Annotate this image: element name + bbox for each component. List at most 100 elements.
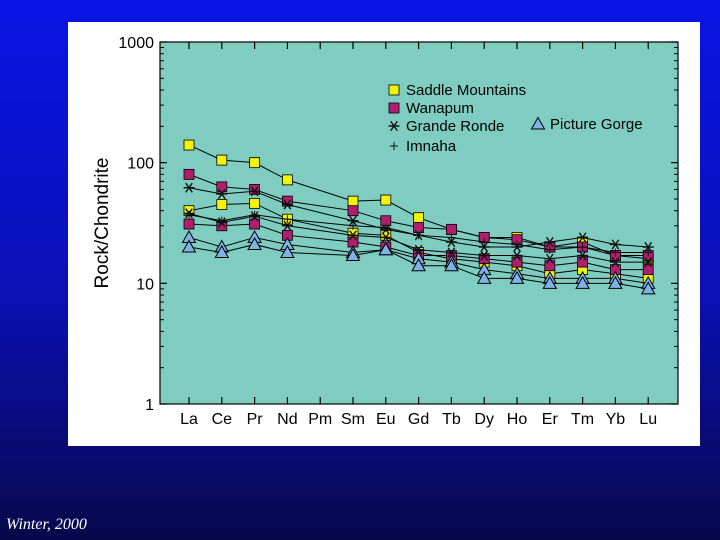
square-marker bbox=[380, 194, 392, 206]
triangle-marker bbox=[509, 270, 525, 284]
asterisk-stroke bbox=[447, 236, 456, 248]
square-marker bbox=[249, 184, 261, 195]
asterisk-stroke bbox=[217, 188, 226, 200]
square-marker bbox=[281, 195, 293, 207]
data-point bbox=[608, 275, 623, 289]
data-point bbox=[577, 232, 589, 243]
y-tick-label: 1 bbox=[145, 397, 154, 414]
data-point bbox=[509, 270, 525, 284]
ree-chart: 1 10 100 1000 Rock/Chondrite La Ce Pr Nd Pm Sm Eu Gd… bbox=[92, 35, 679, 428]
data-point bbox=[444, 258, 459, 272]
asterisk-stroke bbox=[644, 241, 653, 253]
data-point bbox=[642, 264, 654, 275]
triangle-marker bbox=[575, 275, 590, 289]
data-point bbox=[185, 210, 193, 219]
data-point bbox=[380, 194, 392, 206]
legend-marker bbox=[388, 120, 400, 132]
triangle-marker bbox=[214, 245, 230, 259]
x-tick-label: Eu bbox=[376, 411, 396, 428]
square-marker bbox=[281, 174, 293, 186]
triangle-marker bbox=[542, 275, 558, 289]
data-point bbox=[445, 236, 457, 248]
data-point bbox=[347, 215, 359, 226]
x-tick-label: Tm bbox=[571, 411, 594, 428]
series-grande_ronde bbox=[183, 208, 654, 268]
data-point bbox=[513, 240, 521, 249]
x-tick-label: Lu bbox=[639, 411, 657, 428]
square-marker bbox=[511, 256, 523, 268]
chart-panel: 1 10 100 1000 Rock/Chondrite La Ce Pr Nd Pm Sm Eu Gd… bbox=[68, 22, 700, 446]
asterisk-stroke bbox=[349, 215, 357, 226]
series-grande_ronde bbox=[183, 182, 654, 253]
series-picture_gorge bbox=[181, 236, 656, 295]
square-marker bbox=[347, 205, 359, 217]
data-point bbox=[542, 275, 558, 289]
data-point bbox=[578, 243, 587, 252]
data-point bbox=[183, 218, 195, 230]
triangle-marker bbox=[476, 270, 492, 284]
asterisk-stroke bbox=[578, 250, 587, 261]
asterisk-stroke bbox=[185, 182, 193, 193]
data-point bbox=[577, 256, 589, 268]
data-point bbox=[642, 241, 654, 253]
data-point bbox=[445, 223, 457, 235]
square-marker bbox=[183, 218, 195, 230]
data-point bbox=[480, 238, 489, 247]
square-marker bbox=[413, 212, 425, 224]
square-marker bbox=[577, 256, 589, 268]
square-marker bbox=[216, 181, 228, 193]
asterisk-stroke bbox=[390, 120, 398, 132]
data-point bbox=[380, 232, 392, 243]
legend-item: Wanapum bbox=[388, 100, 474, 117]
x-tick-label: Er bbox=[542, 411, 559, 428]
square-marker bbox=[216, 154, 228, 166]
series-line bbox=[188, 144, 649, 260]
credit-caption: Winter, 2000 bbox=[6, 516, 87, 533]
data-point bbox=[414, 231, 423, 240]
data-point bbox=[183, 139, 195, 151]
data-point bbox=[281, 195, 293, 207]
asterisk-stroke bbox=[545, 253, 554, 264]
data-point bbox=[413, 244, 425, 255]
data-point bbox=[545, 245, 554, 254]
data-point bbox=[250, 210, 259, 219]
asterisk-stroke bbox=[644, 257, 653, 268]
y-tick-label: 1000 bbox=[118, 35, 154, 52]
data-point bbox=[577, 250, 589, 261]
triangle-marker bbox=[378, 242, 394, 256]
asterisk-stroke bbox=[480, 250, 489, 261]
data-point bbox=[347, 205, 359, 217]
data-point bbox=[511, 250, 523, 261]
x-tick-label: Ho bbox=[507, 411, 528, 428]
data-point bbox=[281, 174, 293, 186]
data-point bbox=[611, 248, 620, 257]
series-imnaha bbox=[185, 210, 653, 257]
asterisk-stroke bbox=[283, 199, 292, 210]
data-point bbox=[247, 236, 262, 250]
x-tick-label: La bbox=[180, 411, 198, 428]
legend-item: Saddle Mountains bbox=[388, 82, 526, 99]
series-line bbox=[188, 214, 649, 254]
square-marker bbox=[445, 223, 457, 235]
legend-item: Grande Ronde bbox=[388, 118, 504, 135]
legend-marker bbox=[388, 102, 400, 114]
data-point bbox=[345, 248, 361, 262]
asterisk-stroke bbox=[447, 247, 456, 258]
data-point bbox=[544, 253, 556, 264]
data-point bbox=[347, 195, 359, 207]
asterisk-stroke bbox=[611, 257, 620, 268]
triangle-marker bbox=[530, 116, 546, 130]
x-tick-label: Gd bbox=[408, 411, 429, 428]
legend-marker bbox=[530, 116, 546, 130]
data-point bbox=[381, 223, 390, 232]
data-point bbox=[413, 212, 425, 224]
series-line bbox=[188, 187, 649, 248]
data-point bbox=[642, 257, 654, 268]
legend-marker bbox=[388, 84, 400, 96]
square-marker bbox=[216, 199, 228, 210]
data-point bbox=[249, 197, 261, 209]
asterisk-stroke bbox=[578, 232, 587, 243]
asterisk-stroke bbox=[414, 244, 423, 255]
x-tick-label: Sm bbox=[341, 411, 365, 428]
data-point bbox=[378, 242, 394, 256]
